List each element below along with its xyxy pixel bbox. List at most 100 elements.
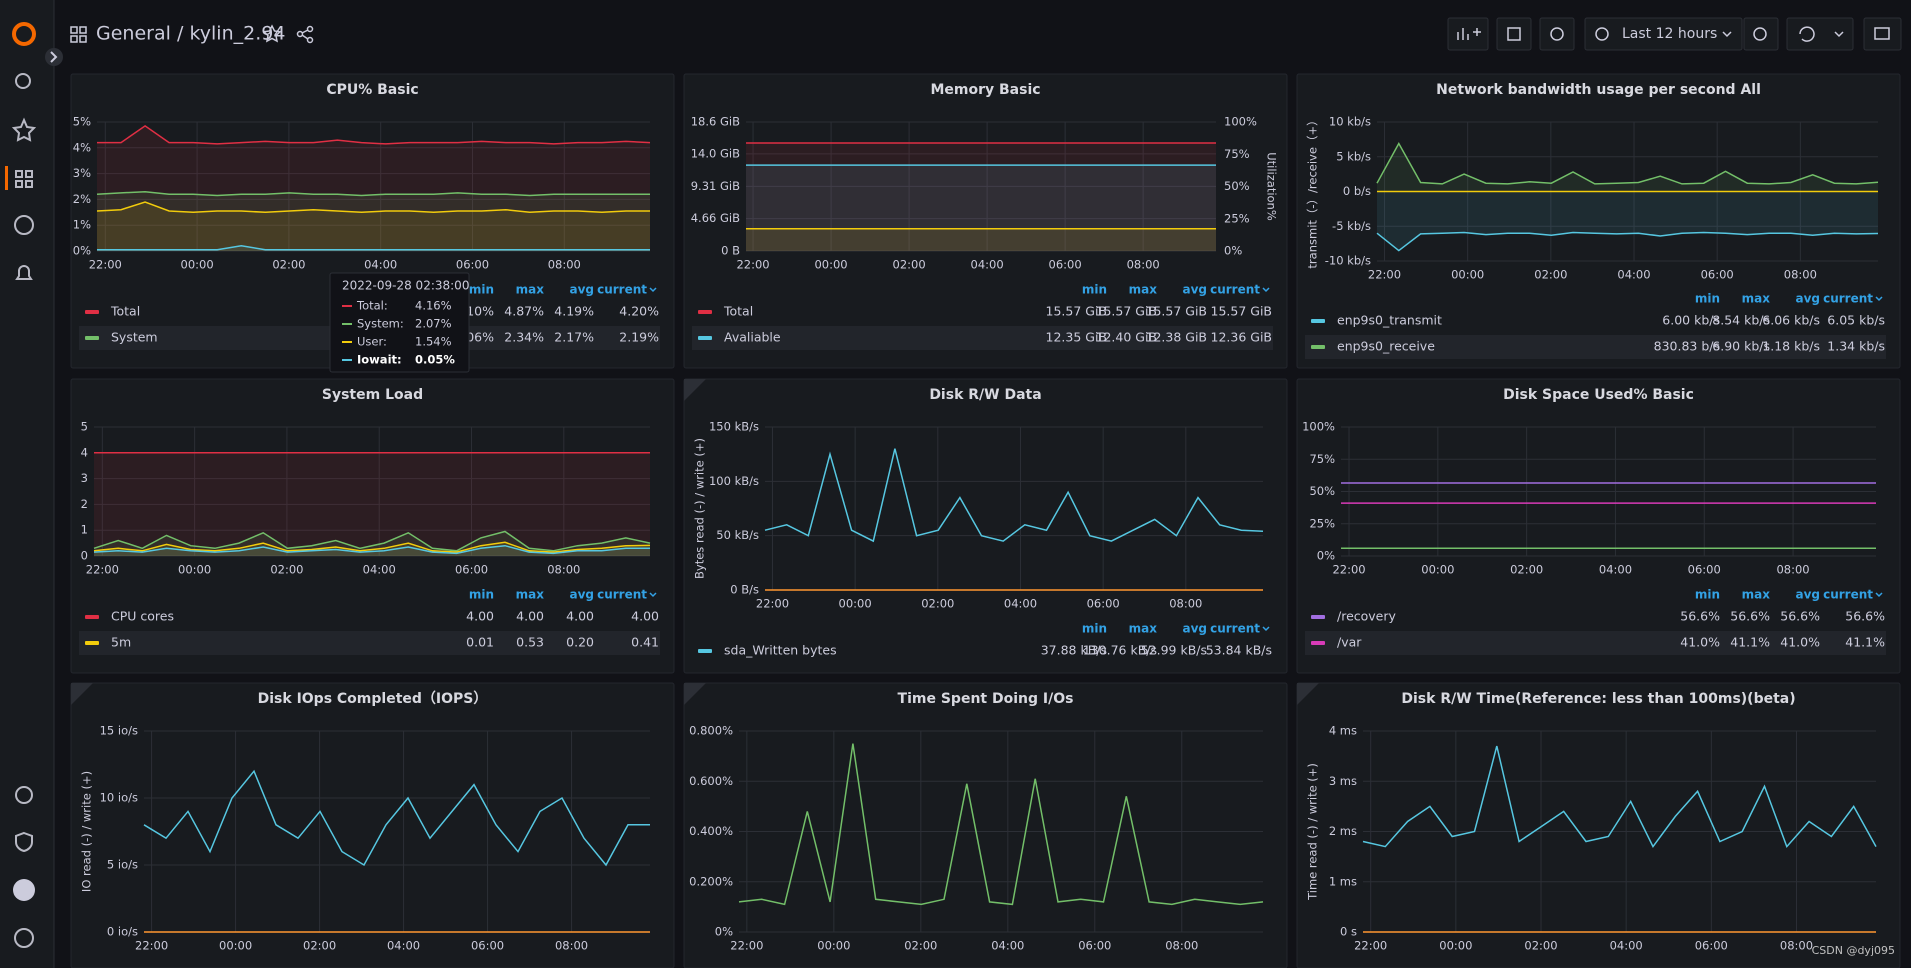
tooltip-name: System: [357, 317, 404, 331]
x-tick-label: 06:00 [1688, 563, 1721, 577]
legend-swatch [1311, 641, 1325, 645]
tooltip-swatch [342, 341, 352, 343]
legend-row-bg [692, 326, 1273, 350]
legend-column-header: avg [1795, 588, 1820, 602]
x-tick-label: 00:00 [178, 563, 211, 577]
y-tick-label: 4 ms [1329, 724, 1357, 738]
y2-tick-label: 100% [1224, 115, 1257, 129]
save-button[interactable] [1496, 17, 1532, 51]
explore-icon[interactable] [14, 215, 34, 235]
y-tick-label: 50 kB/s [716, 528, 759, 542]
area-fill [97, 125, 650, 251]
time-picker[interactable] [1584, 17, 1743, 51]
x-tick-label: 08:00 [1169, 597, 1202, 611]
series-line [97, 124, 651, 145]
y-tick-label: 4.66 GiB [691, 211, 740, 225]
legend-value: 4.00 [631, 609, 659, 624]
legend-value: 41.0% [1680, 635, 1720, 650]
x-tick-label: 22:00 [135, 939, 168, 953]
legend-swatch [1311, 319, 1325, 323]
expand-button[interactable] [45, 48, 63, 66]
series-line [97, 245, 650, 251]
y-tick-label: 1 [81, 523, 88, 537]
y-tick-label: 3 [81, 471, 88, 485]
area-fill [746, 143, 1216, 251]
dashboard-name[interactable]: / kylin_2.94 [177, 23, 285, 45]
legend-swatch [85, 336, 99, 340]
settings-button[interactable] [1539, 17, 1575, 51]
y-axis-label: Bytes read (-) / write (+) [693, 438, 707, 579]
refresh-button[interactable] [1786, 17, 1854, 51]
series-line [764, 448, 1264, 543]
legend-name: /var [1337, 635, 1362, 650]
x-tick-label: 02:00 [272, 258, 305, 272]
legend-column-header: min [1695, 588, 1720, 602]
watermark: CSDN @dyj095 [1812, 944, 1895, 957]
x-tick-label: 04:00 [363, 563, 396, 577]
legend-value: 56.6% [1845, 609, 1885, 624]
legend-value: 52.99 kB/s [1141, 643, 1207, 658]
sort-chevron [1262, 287, 1270, 293]
area-fill [746, 228, 1216, 251]
y-tick-label: 0% [715, 925, 733, 939]
time-dropdown-icon [1722, 31, 1732, 38]
config-icon[interactable] [15, 786, 33, 804]
legend-column-header: min [469, 588, 494, 602]
x-tick-label: 04:00 [1617, 268, 1650, 282]
admin-icon[interactable] [15, 831, 33, 853]
starred-icon[interactable] [11, 117, 37, 142]
y-tick-label: 150 kB/s [709, 420, 759, 434]
legend-column-header: avg [1182, 622, 1207, 636]
zoom-out-button[interactable] [1743, 17, 1779, 51]
panel-title: Disk R/W Time(Reference: less than 100ms… [1401, 691, 1795, 707]
user-avatar[interactable] [13, 879, 35, 901]
legend-name: 5m [111, 635, 131, 650]
panel [683, 378, 1288, 674]
x-tick-label: 08:00 [1127, 258, 1160, 272]
share-button[interactable] [296, 25, 314, 44]
legend-column-header: max [1742, 588, 1771, 602]
star-button[interactable] [262, 24, 282, 43]
legend-value: 6.90 kb/s [1712, 339, 1770, 354]
search-icon[interactable] [15, 73, 31, 89]
x-tick-label: 06:00 [1087, 597, 1120, 611]
panel [1296, 682, 1901, 968]
series-line [143, 769, 650, 867]
panel-title: Memory Basic [930, 82, 1040, 98]
x-tick-label: 02:00 [1510, 563, 1543, 577]
y-tick-label: 10 io/s [100, 791, 138, 805]
grafana-logo[interactable] [12, 22, 36, 46]
panel [70, 682, 675, 968]
dashboards-icon[interactable] [15, 170, 33, 188]
x-tick-label: 06:00 [456, 258, 489, 272]
legend-column-header: max [516, 588, 545, 602]
y2-tick-label: 0% [1224, 244, 1242, 258]
panel-title: Time Spent Doing I/Os [898, 691, 1074, 707]
help-icon[interactable] [14, 928, 34, 948]
area-fill [94, 545, 650, 556]
legend-column-header: min [1082, 622, 1107, 636]
legend-swatch [698, 336, 712, 340]
y-tick-label: 4 [81, 445, 88, 459]
tooltip-value: 1.54% [415, 335, 452, 349]
legend-value: 12.35 GiB [1046, 330, 1108, 345]
tooltip [329, 272, 470, 373]
legend-row-bg [79, 631, 660, 655]
view-mode-button[interactable] [1863, 17, 1902, 51]
add-panel-icon [1457, 28, 1481, 40]
zoom-out-icon [1753, 27, 1767, 41]
alerting-icon[interactable] [15, 265, 33, 280]
area-fill [94, 452, 650, 556]
legend-value: 2.34% [504, 330, 544, 345]
x-tick-label: 02:00 [904, 939, 937, 953]
legend-column-header: max [1129, 283, 1158, 297]
sort-chevron [1875, 592, 1883, 598]
legend-column-header: current [1210, 283, 1260, 297]
refresh-dropdown-icon [1834, 31, 1844, 38]
legend-swatch [698, 310, 712, 314]
x-tick-label: 08:00 [547, 563, 580, 577]
folder-name[interactable]: General [96, 23, 171, 45]
x-tick-label: 04:00 [1599, 563, 1632, 577]
time-range[interactable]: Last 12 hours [1622, 26, 1717, 42]
y-tick-label: 2 [81, 497, 88, 511]
